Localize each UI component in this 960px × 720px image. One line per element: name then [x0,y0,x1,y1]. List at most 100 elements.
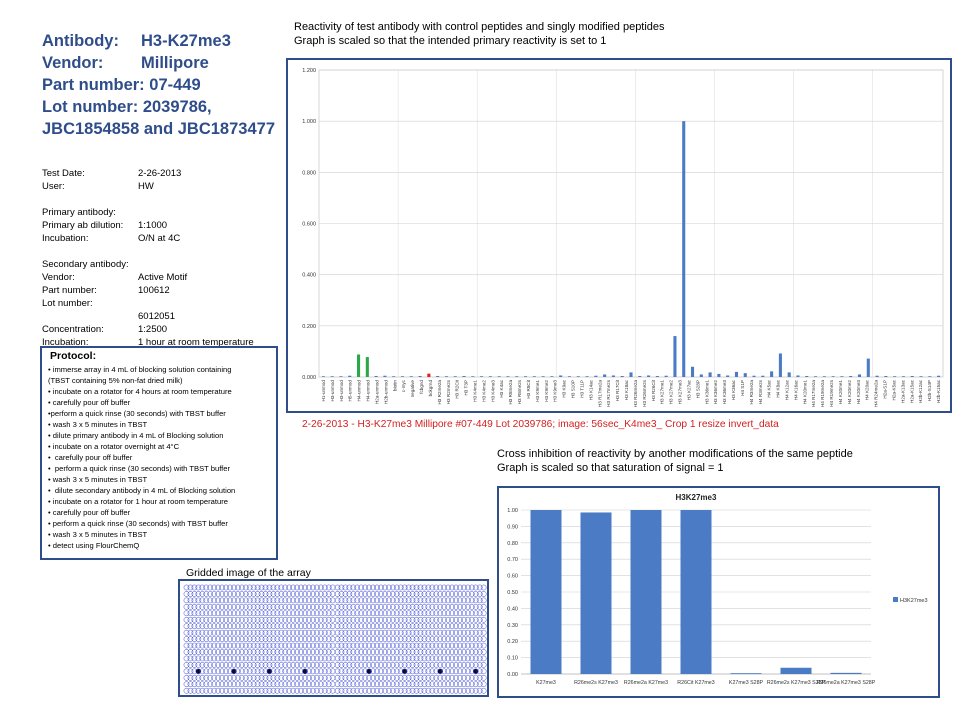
array-spot [449,674,455,681]
array-spot [215,642,221,649]
array-spot [254,591,261,597]
array-spot [386,623,392,630]
array-spot [441,597,447,604]
array-spot [465,629,471,636]
array-spot [183,668,190,675]
array-spot [449,610,455,617]
array-spot [290,610,296,617]
array-spot [187,649,194,655]
array-spot [445,629,451,636]
array-spot [286,636,293,642]
array-spot [262,616,269,623]
array-spot [449,662,455,668]
array-spot [290,616,296,623]
array-spot [325,610,332,617]
array-spot [401,623,408,630]
array-spot [302,604,308,610]
array-spot [223,623,229,630]
array-spot [480,636,487,642]
array-spot [445,623,451,630]
array-spot [405,584,412,591]
array-spot [329,655,336,662]
main-caption-line1: Reactivity of test antibody with control… [294,21,665,33]
array-spot [334,636,341,642]
array-spot [472,629,479,636]
array-spot [409,629,416,636]
array-spot [207,597,214,604]
array-spot [195,597,202,604]
array-spot [183,674,190,681]
array-spot [453,629,459,636]
array-spot [437,616,444,623]
main-chart-caption: Reactivity of test antibody with control… [294,20,665,48]
array-spot [231,584,237,591]
array-spot [215,610,221,617]
array-spot [325,597,332,604]
array-spot [195,642,202,649]
array-spot [370,597,376,604]
array-spot [183,687,190,694]
x-tick-label: H4-unmod [366,380,371,402]
bar-15 [453,376,457,377]
array-spot [342,636,349,642]
x-tick-label: H4 R3me2a [749,380,754,405]
array-spot [378,655,384,662]
array-spot [238,642,245,649]
array-spot [242,591,249,597]
array-spot [386,591,392,597]
array-spot [262,610,269,617]
array-spot [274,662,281,668]
array-spot [417,662,424,668]
bar-0 [530,510,562,674]
array-spot [191,642,198,649]
array-spot [358,597,365,604]
array-spot [413,681,420,688]
array-spot [346,604,353,610]
x-tick-label: H4 K20me1 [838,380,843,405]
array-spot [282,591,289,597]
bar-0 [321,376,325,377]
array-spot [235,674,241,681]
x-tick-label: H3 K36me2 [713,380,718,405]
array-spot [425,591,432,597]
array-spot [417,655,424,662]
bar-5 [365,357,369,377]
array-spot [321,655,328,662]
array-spot [302,662,308,668]
array-spot [274,591,281,597]
part-number: Part number: 07-449 [42,76,201,94]
array-spot [211,668,217,675]
array-spot [445,668,451,675]
array-spot [334,655,341,662]
array-spot [227,597,233,604]
array-spot [437,636,444,642]
array-spot [461,681,467,688]
array-spot [472,604,479,610]
array-spot [476,636,483,642]
array-spot [405,629,412,636]
x-tick-label: H3 R17me2s [606,379,611,407]
array-spot [429,597,436,604]
array-spot [215,681,221,688]
array-spot [449,623,455,630]
array-spot [429,616,436,623]
array-spot [437,610,444,617]
y-tick-label: 0.40 [507,606,518,612]
array-spot [195,655,202,662]
array-spot [250,649,257,655]
array-spot [358,629,365,636]
x-tick-label: R26me2a K27me3 S28P [817,680,876,686]
protocol-step: • detect using FlourChemQ [48,541,140,550]
array-spot [246,674,253,681]
array-spot [354,636,361,642]
array-spot [465,681,471,688]
array-spot [321,610,328,617]
array-spot [433,687,440,694]
array-spot [266,604,273,610]
array-spot [227,604,233,610]
array-spot [282,655,289,662]
array-spot [321,629,328,636]
array-spot [354,616,361,623]
array-spot [472,662,479,668]
array-spot [238,629,245,636]
